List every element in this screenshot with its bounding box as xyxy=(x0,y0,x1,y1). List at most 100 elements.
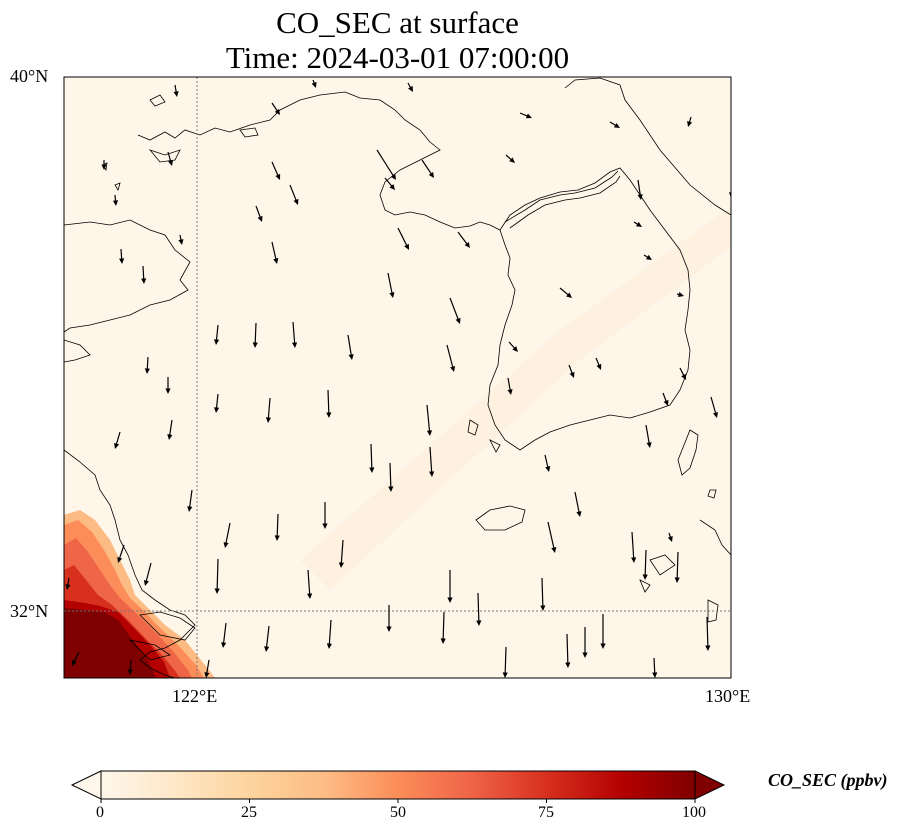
wind-vector-shaft xyxy=(146,356,149,370)
wind-vector-head xyxy=(551,547,557,553)
wind-vector-head xyxy=(275,173,281,180)
wind-vector-shaft xyxy=(595,357,600,367)
wind-vector-head xyxy=(252,342,258,348)
colorbar-tick-0: 0 xyxy=(96,804,104,821)
wind-vector-head xyxy=(728,192,731,198)
wind-vector-shaft xyxy=(267,397,271,419)
wind-vector-shaft xyxy=(389,462,392,488)
wind-vector-head xyxy=(326,643,332,649)
wind-vector-shaft xyxy=(547,521,555,549)
wind-vector-shaft xyxy=(609,121,617,127)
wind-vector-shaft xyxy=(347,334,352,356)
colorbar-extend-low xyxy=(70,770,102,800)
wind-vector-shaft xyxy=(676,551,679,579)
wind-vector-shaft xyxy=(507,377,511,391)
wind-vector-head xyxy=(681,373,686,380)
wind-vector-shaft xyxy=(544,454,549,468)
colorbar-tick-100: 100 xyxy=(682,804,706,821)
wind-vector-shaft xyxy=(145,562,152,582)
wind-vector-head xyxy=(348,354,354,360)
wind-vector-head xyxy=(450,366,456,372)
wind-vectors xyxy=(65,79,731,678)
wind-vector-head xyxy=(311,81,317,88)
wind-vector-shaft xyxy=(653,657,656,674)
wind-vector-head xyxy=(223,542,229,548)
wind-vector-shaft xyxy=(519,112,529,117)
wind-vector-head xyxy=(322,523,328,529)
wind-vector-head xyxy=(596,363,602,370)
wind-vector-shaft xyxy=(449,297,459,321)
wind-vector-shaft xyxy=(446,344,454,368)
wind-vector-head xyxy=(65,584,71,590)
wind-vector-shaft xyxy=(421,159,433,175)
wind-vector-shaft xyxy=(457,231,468,245)
wind-vector-head xyxy=(326,412,332,418)
wind-vector-shaft xyxy=(118,544,125,560)
wind-vector-head xyxy=(265,417,272,423)
wind-vector-head xyxy=(645,254,652,260)
wind-vector-head xyxy=(165,388,171,394)
wind-vector-head xyxy=(566,292,572,298)
wind-vector-head xyxy=(389,292,395,298)
wind-vector-head xyxy=(369,467,375,473)
wind-vector-shaft xyxy=(115,431,121,445)
concentration-band xyxy=(300,206,731,590)
wind-vector-head xyxy=(637,194,643,200)
wind-vector-shaft xyxy=(644,549,647,576)
wind-vector-shaft xyxy=(289,184,297,202)
wind-vector-shaft xyxy=(73,651,80,663)
wind-vector-head xyxy=(569,371,575,378)
wind-vector-head xyxy=(428,171,434,178)
wind-vector-head xyxy=(307,593,313,599)
wind-vector-shaft xyxy=(307,569,311,595)
wind-vector-shaft xyxy=(120,248,123,260)
colorbar-tick-50: 50 xyxy=(390,804,406,821)
wind-vector-head xyxy=(631,557,637,563)
wind-vector-head xyxy=(273,258,279,264)
wind-vector-shaft xyxy=(662,392,667,403)
wind-vector-head xyxy=(114,442,120,449)
wind-vector-head xyxy=(173,91,179,97)
wind-vector-shaft xyxy=(67,577,70,586)
wind-vector-head xyxy=(455,317,461,324)
wind-vector-head xyxy=(127,669,133,675)
wind-vector-head xyxy=(509,157,515,163)
wind-vector-head xyxy=(214,588,220,594)
wind-vector-shaft xyxy=(254,322,257,344)
wind-vector-head xyxy=(404,243,409,250)
map-title-line2: Time: 2024-03-01 07:00:00 xyxy=(225,40,570,75)
wind-vector-head xyxy=(187,506,193,512)
colorbar-gradient xyxy=(101,771,695,799)
wind-vector-shaft xyxy=(292,321,296,344)
wind-vector-shaft xyxy=(174,84,177,93)
wind-vector-shaft xyxy=(730,191,731,194)
wind-vector-shaft xyxy=(188,489,193,508)
wind-vector-shaft xyxy=(340,539,344,564)
wind-vector-head xyxy=(274,108,280,115)
wind-vector-head xyxy=(338,562,344,568)
wind-vector-head xyxy=(429,471,435,477)
wind-vector-shaft xyxy=(114,194,117,202)
wind-vector-shaft xyxy=(328,619,332,645)
wind-vector-shaft xyxy=(504,646,507,674)
colorbar-tick-25: 25 xyxy=(241,804,257,821)
wind-vector-shaft xyxy=(637,179,641,196)
wind-vector-shaft xyxy=(142,265,145,280)
wind-vector-head xyxy=(464,242,470,248)
wind-vector-head xyxy=(291,342,298,348)
wind-vector-shaft xyxy=(706,616,709,647)
wind-vector-head xyxy=(677,291,684,297)
wind-vector-head xyxy=(293,198,299,205)
lon-label-122e: 122°E xyxy=(172,686,218,706)
wind-vector-shaft xyxy=(442,611,445,640)
wind-vector-shaft xyxy=(384,177,393,188)
concentration-field xyxy=(64,77,731,678)
wind-vector-head xyxy=(502,672,508,678)
wind-vector-shaft xyxy=(271,102,279,112)
wind-vector-shaft xyxy=(387,272,393,294)
wind-vector-head xyxy=(545,466,551,472)
wind-vector-shaft xyxy=(397,227,408,247)
wind-vector-head xyxy=(667,535,673,542)
wind-vector-head xyxy=(687,120,693,127)
wind-vector-shaft xyxy=(574,491,580,513)
